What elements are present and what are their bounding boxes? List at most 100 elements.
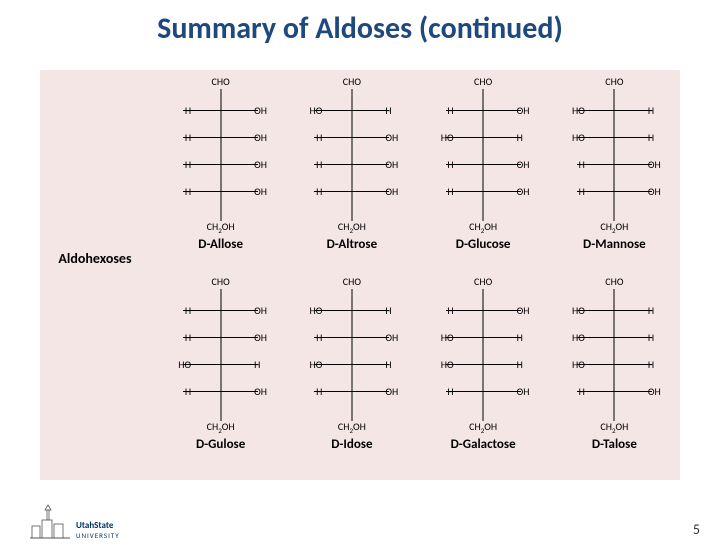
top-group: CHO [474,275,492,288]
university-logo: UtahState UNIVERSITY [30,502,120,540]
bottom-group: CH2OH [338,220,366,235]
fischer-projection: CHOHOHHOHHOHHOHCH2OH [304,75,399,235]
right-substituent: H [648,104,666,117]
sugar-name: D-Gulose [196,437,245,452]
sugar-cell: CHOHOHHOHHOHHOHCH2OHD-Allose [155,75,286,275]
stereocenter: HOH [446,137,521,138]
stereocenter: HOH [314,364,389,365]
sugar-name: D-Mannose [583,237,646,252]
left-substituent: H [569,158,585,171]
stereocenter: HOH [183,391,258,392]
left-substituent: H [438,158,454,171]
stereocenter: HOH [183,110,258,111]
left-substituent: HO [569,304,585,317]
left-substituent: H [306,185,322,198]
slide-number: 5 [693,521,700,538]
bottom-group: CH2OH [600,420,628,435]
stereocenter: HOH [314,164,389,165]
right-substituent: OH [385,385,403,398]
sugar-cell: CHOHOHHOHHOHHOHCH2OHD-Glucose [418,75,549,275]
right-substituent: OH [254,158,272,171]
fischer-projection: CHOHOHHOHHOHHOHCH2OH [436,75,531,235]
left-substituent: H [306,131,322,144]
stereocenter: HOH [577,164,652,165]
left-substituent: HO [306,104,322,117]
stereocenter: HOH [446,310,521,311]
stereocenter: HOH [577,137,652,138]
stereocenter: HOH [446,364,521,365]
sugar-name: D-Glucose [456,237,511,252]
left-substituent: H [438,385,454,398]
stereocenter: HOH [183,137,258,138]
right-substituent: OH [648,185,666,198]
stereocenter: HOH [314,191,389,192]
top-group: CHO [212,275,230,288]
stereocenter: HOH [446,191,521,192]
stereocenter: HOH [577,310,652,311]
top-group: CHO [343,75,361,88]
right-substituent: OH [385,331,403,344]
bottom-group: CH2OH [338,420,366,435]
left-substituent: H [175,104,191,117]
top-group: CHO [605,275,623,288]
content-area: Aldohexoses CHOHOHHOHHOHHOHCH2OHD-Allose… [40,70,680,480]
stereocenter: HOH [183,337,258,338]
sugar-cell: CHOHOHHOHHOHHOHCH2OHD-Idose [286,275,417,475]
right-substituent: H [385,104,403,117]
stereocenter: HOH [446,337,521,338]
stereocenter: HOH [446,391,521,392]
stereocenter: HOH [314,391,389,392]
sugar-name: D-Idose [331,437,372,452]
bottom-group: CH2OH [469,220,497,235]
left-substituent: H [175,304,191,317]
right-substituent: OH [385,185,403,198]
right-substituent: H [648,131,666,144]
sugar-cell: CHOHOHHOHHOHHOHCH2OHD-Altrose [286,75,417,275]
right-substituent: OH [517,158,535,171]
stereocenter: HOH [314,110,389,111]
stereocenter: HOH [183,191,258,192]
right-substituent: H [517,131,535,144]
left-substituent: HO [306,304,322,317]
left-substituent: HO [438,358,454,371]
backbone-line [483,89,484,221]
bottom-group: CH2OH [600,220,628,235]
stereocenter: HOH [446,110,521,111]
fischer-projection: CHOHOHHOHHOHHOHCH2OH [173,275,268,435]
backbone-line [614,89,615,221]
logo-line1: UtahState [76,521,120,531]
left-substituent: HO [438,131,454,144]
right-substituent: OH [385,131,403,144]
right-substituent: H [254,358,272,371]
sugar-name: D-Galactose [451,437,516,452]
right-substituent: OH [648,158,666,171]
bottom-group: CH2OH [469,420,497,435]
top-group: CHO [474,75,492,88]
stereocenter: HOH [577,110,652,111]
backbone-line [220,89,221,221]
right-substituent: H [648,304,666,317]
stereocenter: HOH [183,364,258,365]
left-substituent: HO [569,331,585,344]
bottom-group: CH2OH [207,420,235,435]
fischer-projection: CHOHOHHOHHOHHOHCH2OH [567,75,662,235]
right-substituent: H [517,331,535,344]
stereocenter: HOH [314,137,389,138]
right-substituent: H [517,358,535,371]
left-substituent: H [175,158,191,171]
left-substituent: HO [175,358,191,371]
left-substituent: H [438,304,454,317]
right-substituent: OH [517,104,535,117]
stereocenter: HOH [577,191,652,192]
stereocenter: HOH [446,164,521,165]
left-substituent: HO [438,331,454,344]
sugar-name: D-Allose [198,237,243,252]
logo-building-icon [30,502,70,540]
left-substituent: H [438,185,454,198]
sugar-cell: CHOHOHHOHHOHHOHCH2OHD-Talose [549,275,680,475]
left-substituent: HO [569,358,585,371]
stereocenter: HOH [314,337,389,338]
left-substituent: H [306,331,322,344]
fischer-projection: CHOHOHHOHHOHHOHCH2OH [304,275,399,435]
left-substituent: H [569,385,585,398]
